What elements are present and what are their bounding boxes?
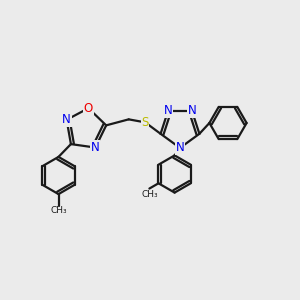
Text: N: N xyxy=(91,141,100,154)
Text: S: S xyxy=(142,116,149,129)
Text: N: N xyxy=(62,113,71,126)
Text: N: N xyxy=(176,141,184,154)
Text: N: N xyxy=(164,104,172,118)
Text: CH₃: CH₃ xyxy=(141,190,158,199)
Text: N: N xyxy=(188,104,196,118)
Text: CH₃: CH₃ xyxy=(50,206,67,215)
Text: O: O xyxy=(84,102,93,115)
